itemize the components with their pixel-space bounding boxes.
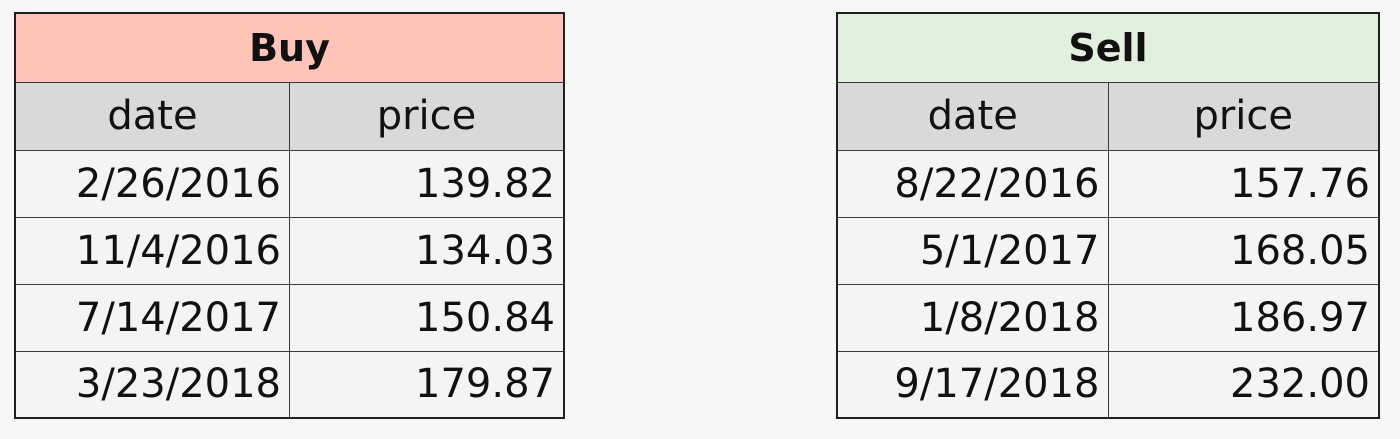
buy-table: Buy date price 2/26/2016 139.82 11/4/201… <box>14 12 565 419</box>
sell-price-cell: 232.00 <box>1107 350 1380 419</box>
sell-date-cell: 8/22/2016 <box>836 149 1109 218</box>
sell-price-cell: 157.76 <box>1107 149 1380 218</box>
buy-price-cell: 150.84 <box>289 283 565 352</box>
sell-date-cell: 9/17/2018 <box>836 350 1109 419</box>
table-row: 8/22/2016 157.76 <box>836 149 1380 218</box>
buy-table-title: Buy <box>14 12 565 83</box>
sell-date-cell: 5/1/2017 <box>836 216 1109 285</box>
sell-price-header: price <box>1107 81 1380 151</box>
table-row: 7/14/2017 150.84 <box>14 283 565 352</box>
table-row: 9/17/2018 232.00 <box>836 350 1380 419</box>
buy-date-header: date <box>14 81 290 151</box>
buy-price-cell: 179.87 <box>289 350 565 419</box>
sell-date-cell: 1/8/2018 <box>836 283 1109 352</box>
buy-date-cell: 3/23/2018 <box>14 350 290 419</box>
table-row: 11/4/2016 134.03 <box>14 216 565 285</box>
sell-price-cell: 186.97 <box>1107 283 1380 352</box>
buy-date-cell: 2/26/2016 <box>14 149 290 218</box>
table-row: 2/26/2016 139.82 <box>14 149 565 218</box>
buy-price-header: price <box>289 81 565 151</box>
buy-price-cell: 139.82 <box>289 149 565 218</box>
table-row: 5/1/2017 168.05 <box>836 216 1380 285</box>
sell-price-cell: 168.05 <box>1107 216 1380 285</box>
buy-price-cell: 134.03 <box>289 216 565 285</box>
buy-date-cell: 11/4/2016 <box>14 216 290 285</box>
table-row: 1/8/2018 186.97 <box>836 283 1380 352</box>
table-row: 3/23/2018 179.87 <box>14 350 565 419</box>
sell-table: Sell date price 8/22/2016 157.76 5/1/201… <box>836 12 1380 419</box>
buy-date-cell: 7/14/2017 <box>14 283 290 352</box>
sell-table-title: Sell <box>836 12 1380 83</box>
sell-date-header: date <box>836 81 1109 151</box>
